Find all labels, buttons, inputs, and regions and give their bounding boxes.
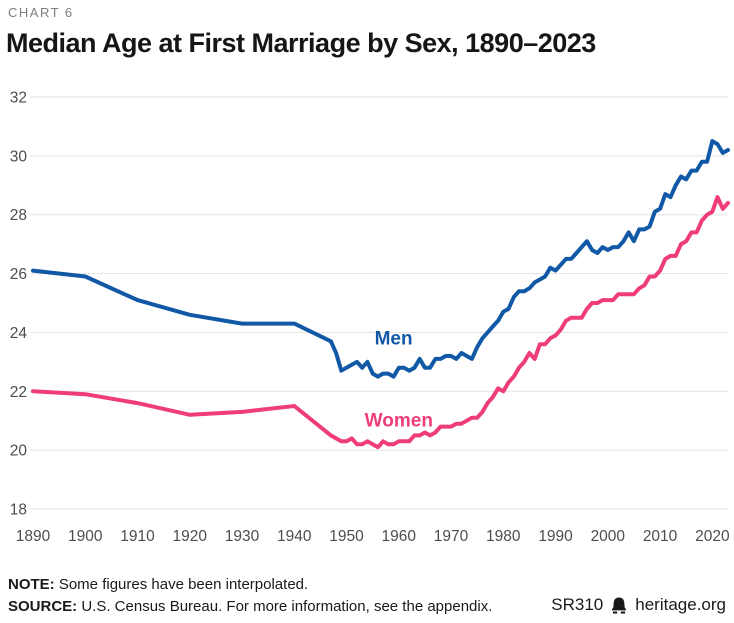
footer-brand: SR310 heritage.org [551,595,726,615]
line-chart: 18 20 22 24 26 28 30 32 1890 1900 1910 1920 1930 194… [10,90,730,545]
y-axis-tick-label: 28 [10,207,27,224]
source-text: U.S. Census Bureau. For more information… [77,598,493,615]
y-axis-tick-label: 20 [10,443,28,460]
women-line [31,195,730,450]
page-title: Median Age at First Marriage by Sex, 189… [6,28,596,58]
liberty-bell-icon [612,596,627,614]
x-axis-tick-label: 2000 [591,528,626,545]
x-axis-tick-label: 2010 [643,528,678,545]
source-label: SOURCE: [8,598,78,615]
x-axis-tick-label: 1910 [120,528,155,545]
x-axis-tick-label: 1920 [173,528,208,545]
note-text: Some figures have been interpolated. [54,576,309,593]
x-axis-labels: 1890 1900 1910 1920 1930 1940 1950 1960 1970 1980… [16,528,730,545]
x-axis-tick-label: 1940 [277,528,312,545]
grid-lines [30,96,728,510]
x-axis-tick-label: 1970 [434,528,469,545]
x-axis-tick-label: 1950 [329,528,364,545]
footer-notes: NOTE: Some figures have been interpolate… [8,574,726,618]
source-line: SOURCE: U.S. Census Bureau. For more inf… [8,596,726,618]
series-label-men: Men [375,328,413,349]
chart-kicker: CHART 6 [8,5,74,20]
x-axis-tick-label: 2020 [695,528,730,545]
y-axis-tick-label: 24 [10,325,28,342]
x-axis-tick-label: 1990 [538,528,573,545]
brand-domain: heritage.org [635,595,726,614]
y-axis-tick-label: 32 [10,90,27,107]
x-axis-tick-label: 1890 [16,528,51,545]
report-id: SR310 [551,595,604,614]
note-line: NOTE: Some figures have been interpolate… [8,574,726,596]
y-axis-tick-label: 18 [10,502,27,519]
men-line [31,139,730,379]
y-axis-labels: 18 20 22 24 26 28 30 32 [10,90,28,519]
y-axis-tick-label: 30 [10,148,28,165]
note-label: NOTE: [8,576,55,593]
x-axis-tick-label: 1900 [68,528,103,545]
x-axis-tick-label: 1960 [382,528,417,545]
y-axis-tick-label: 26 [10,266,27,283]
y-axis-tick-label: 22 [10,384,27,401]
x-axis-tick-label: 1930 [225,528,260,545]
x-axis-tick-label: 1980 [486,528,521,545]
data-series [31,139,730,450]
series-labels: Men Women [365,328,433,431]
series-label-women: Women [365,411,433,432]
